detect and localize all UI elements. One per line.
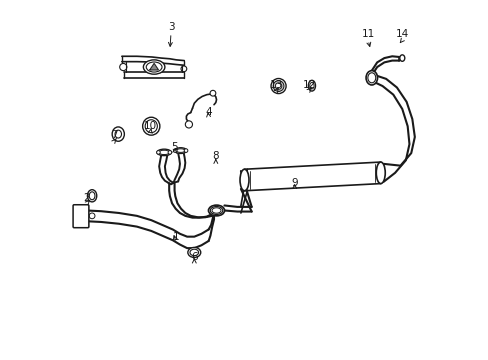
Ellipse shape	[142, 117, 160, 135]
Text: 14: 14	[395, 30, 408, 40]
Ellipse shape	[270, 78, 285, 94]
Ellipse shape	[399, 55, 404, 61]
Ellipse shape	[240, 169, 248, 191]
Ellipse shape	[366, 71, 377, 85]
Text: 2: 2	[83, 193, 90, 203]
Ellipse shape	[273, 81, 284, 91]
Text: 12: 12	[302, 80, 315, 90]
Text: 10: 10	[143, 121, 157, 131]
Circle shape	[156, 150, 160, 154]
Text: 3: 3	[167, 22, 174, 32]
Ellipse shape	[376, 162, 385, 184]
Text: 13: 13	[269, 80, 283, 90]
Text: 11: 11	[361, 30, 374, 40]
Circle shape	[173, 149, 177, 152]
Ellipse shape	[174, 148, 186, 153]
Ellipse shape	[187, 247, 201, 257]
Text: 1: 1	[173, 232, 179, 242]
Text: 5: 5	[171, 143, 178, 152]
Ellipse shape	[143, 60, 164, 74]
Ellipse shape	[208, 205, 224, 216]
Ellipse shape	[275, 83, 281, 89]
Ellipse shape	[112, 127, 124, 141]
Polygon shape	[149, 63, 158, 70]
Text: 6: 6	[191, 252, 197, 262]
Ellipse shape	[157, 149, 171, 156]
Text: 8: 8	[212, 151, 219, 161]
Ellipse shape	[87, 190, 97, 202]
Text: 4: 4	[205, 107, 211, 117]
FancyBboxPatch shape	[73, 205, 89, 228]
Ellipse shape	[308, 80, 315, 91]
Ellipse shape	[115, 130, 121, 138]
Text: 9: 9	[291, 178, 297, 188]
Circle shape	[120, 63, 126, 71]
Circle shape	[89, 213, 95, 219]
Circle shape	[184, 149, 187, 152]
Circle shape	[168, 150, 171, 154]
Text: 7: 7	[111, 130, 118, 140]
Circle shape	[185, 121, 192, 128]
Circle shape	[181, 66, 186, 72]
Circle shape	[210, 90, 215, 96]
